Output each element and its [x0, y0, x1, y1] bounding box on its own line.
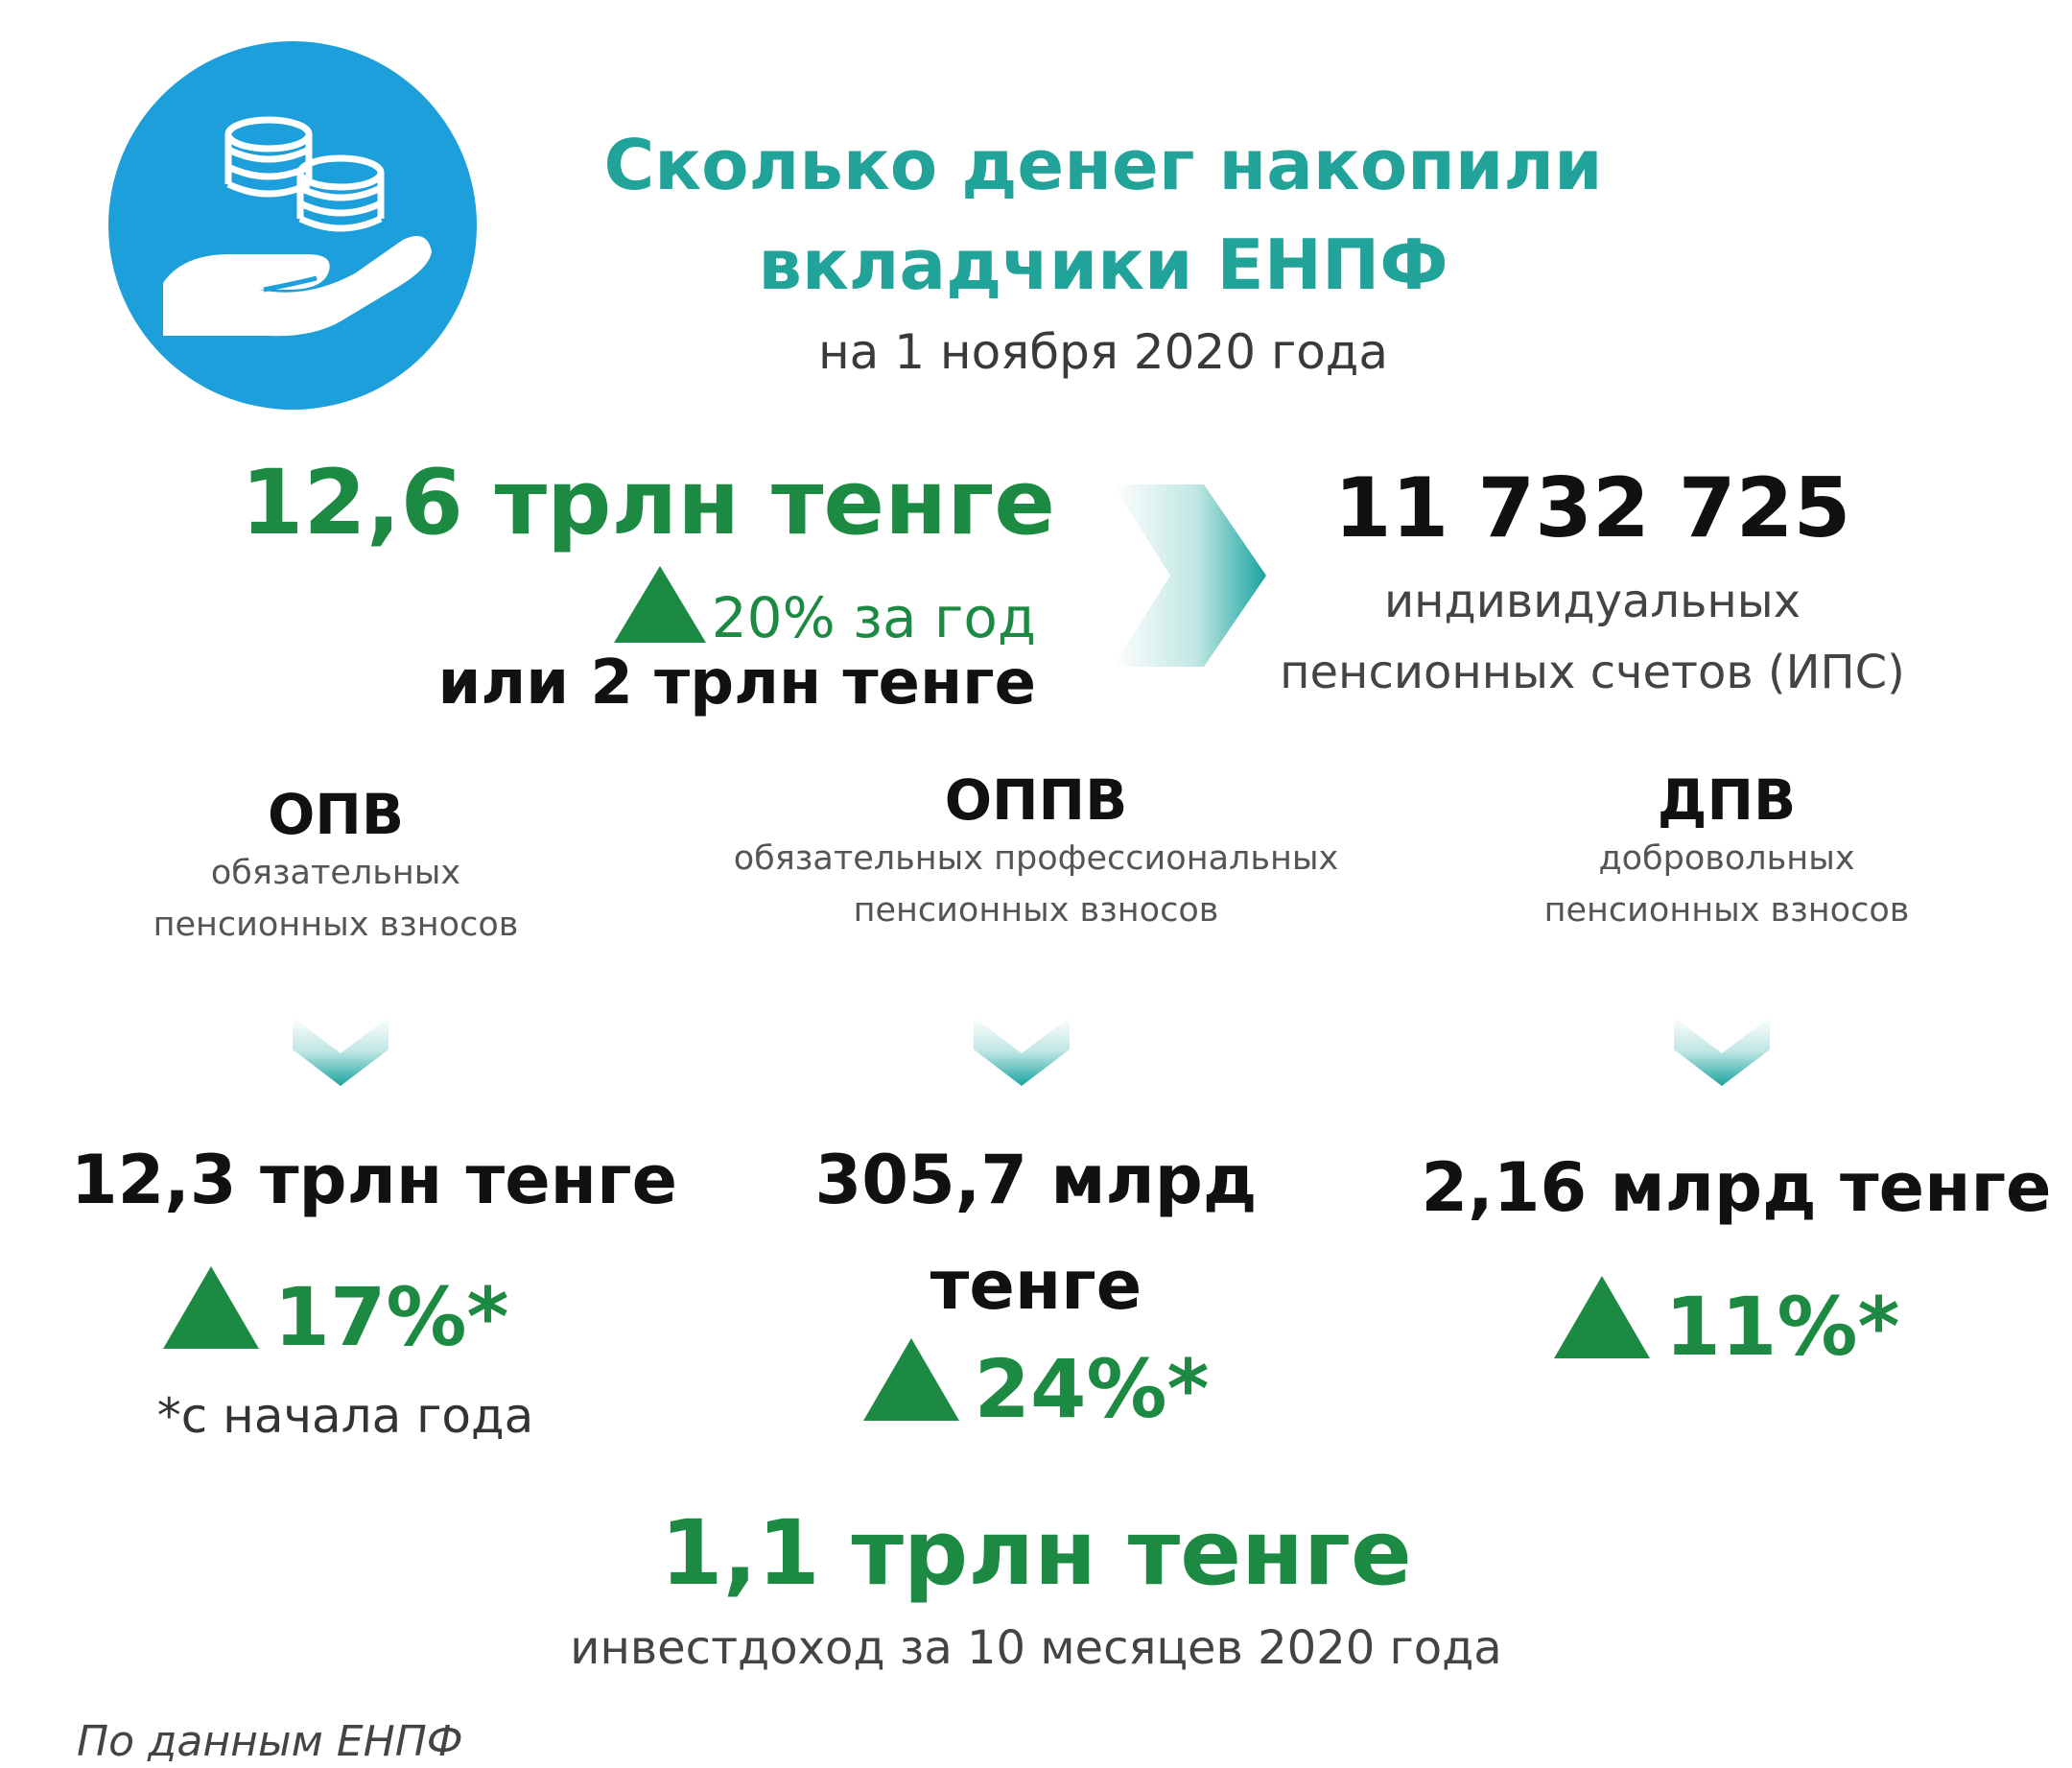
source-note: По данным ЕНПФ	[77, 1717, 463, 1766]
annual-growth: 20% за год	[537, 566, 1036, 650]
chevron-down-icon	[1674, 1017, 1770, 1090]
accounts-label: индивидуальных пенсионных счетов (ИПС)	[1247, 566, 1938, 708]
investment-label: инвестдоход за 10 месяцев 2020 года	[570, 1621, 1502, 1675]
category-desc: обязательных пенсионных взносов	[77, 847, 595, 951]
category-amount: 305,7 млрд тенге	[710, 1127, 1362, 1338]
up-triangle-icon	[162, 1266, 259, 1349]
category-title: ОПВ	[267, 782, 405, 847]
category-desc-line-1: добровольных	[1598, 839, 1855, 878]
chevron-down-icon	[974, 1017, 1070, 1090]
title-line-1: Сколько денег накопили	[603, 125, 1603, 205]
growth-text: 11%*	[1664, 1280, 1900, 1374]
category-title: ОППВ	[944, 767, 1128, 833]
growth-text: 24%*	[974, 1342, 1210, 1436]
annual-growth-text: 20% за год	[711, 585, 1036, 650]
page-subtitle: на 1 ноября 2020 года	[817, 324, 1389, 380]
title-line-2: вкладчики ЕНПФ	[758, 224, 1448, 305]
category-desc: обязательных профессиональных пенсионных…	[671, 833, 1401, 936]
amount-line-1: 2,16 млрд тенге	[1421, 1148, 2052, 1227]
category-growth: 17%*	[86, 1266, 585, 1364]
accounts-label-line-1: индивидуальных	[1383, 575, 1801, 628]
category-amount: 12,3 трлн тенге	[29, 1127, 719, 1233]
chevron-right-icon	[1113, 484, 1266, 667]
amount-line-1: 12,3 трлн тенге	[70, 1141, 678, 1219]
category-title: ДПВ	[1657, 767, 1797, 833]
growth-text: 17%*	[273, 1270, 509, 1364]
category-amount: 2,16 млрд тенге	[1410, 1135, 2062, 1240]
category-desc-line-1: обязательных	[210, 854, 461, 892]
accounts-label-line-2: пенсионных счетов (ИПС)	[1280, 646, 1905, 699]
chevron-down-icon	[293, 1017, 388, 1090]
investment-income: 1,1 трлн тенге	[660, 1501, 1412, 1606]
up-triangle-icon	[862, 1338, 959, 1421]
amount-line-1: 305,7 млрд	[814, 1141, 1258, 1219]
category-desc-line-2: пенсионных взносов	[153, 906, 519, 944]
amount-line-2: тенге	[930, 1246, 1142, 1325]
category-desc-line-2: пенсионных взносов	[853, 891, 1219, 930]
category-desc-line-2: пенсионных взносов	[1543, 891, 1910, 930]
growth-amount: или 2 трлн тенге	[437, 648, 1037, 719]
up-triangle-icon	[1553, 1276, 1650, 1358]
category-growth: 11%*	[1477, 1276, 1976, 1374]
accounts-count: 11 732 725	[1333, 460, 1851, 556]
category-growth: 24%*	[767, 1338, 1305, 1436]
category-desc-line-1: обязательных профессиональных	[733, 839, 1339, 878]
category-dpv: ДПВ добровольных пенсионных взносов	[1458, 767, 1995, 936]
page-title: Сколько денег накопили вкладчики ЕНПФ	[537, 115, 1669, 315]
hand-coins-icon	[106, 38, 480, 413]
category-oppv: ОППВ обязательных профессиональных пенси…	[671, 767, 1401, 936]
up-triangle-icon	[613, 566, 706, 643]
footnote: *с начала года	[156, 1388, 534, 1444]
category-opv: ОПВ обязательных пенсионных взносов	[77, 782, 595, 951]
category-desc: добровольных пенсионных взносов	[1458, 833, 1995, 936]
total-savings: 12,6 трлн тенге	[241, 451, 1055, 555]
